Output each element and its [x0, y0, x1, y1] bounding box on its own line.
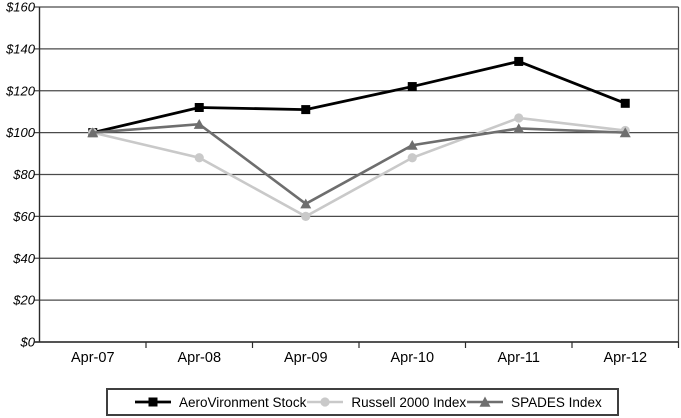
legend-item-aerovironment-stock: AeroVironment Stock [134, 395, 306, 410]
x-tick-label: Apr-11 [498, 350, 540, 366]
marker-triangle [300, 198, 312, 209]
y-tick-label: $160 [5, 0, 36, 15]
series-line-spades-index [92, 122, 626, 206]
y-tick-label: $0 [20, 335, 36, 350]
marker-square [194, 103, 204, 112]
x-tick-label: Apr-12 [603, 350, 647, 366]
marker-triangle [406, 139, 418, 150]
marker-circle [407, 153, 417, 163]
series-aerovironment-stock [88, 56, 630, 138]
chart-legend: AeroVironment Stock Russell 2000 Index S… [106, 388, 619, 416]
x-tick-label: Apr-08 [177, 350, 221, 366]
y-tick-label: $80 [12, 167, 35, 182]
y-tick-label: $140 [5, 41, 36, 56]
marker-triangle [513, 123, 525, 134]
y-tick-label: $100 [5, 125, 36, 140]
y-tick-label: $60 [12, 209, 35, 224]
x-tick-label: Apr-07 [71, 350, 115, 366]
series-line-russell-2000-index [92, 116, 626, 218]
legend-label: AeroVironment Stock [179, 394, 307, 410]
x-tick-label: Apr-09 [284, 350, 328, 366]
series-line-aerovironment-stock [92, 59, 626, 134]
legend-label: SPADES Index [511, 394, 602, 410]
marker-circle [514, 113, 524, 123]
y-tick-label: $20 [12, 293, 35, 308]
legend-triangle-marker-icon [467, 396, 504, 407]
x-axis-labels: Apr-07 Apr-08 Apr-09 Apr-10 Apr-11 Apr-12 [71, 350, 647, 366]
y-tick-label: $120 [5, 83, 36, 98]
x-tick-label: Apr-10 [390, 350, 434, 366]
marker-circle [194, 153, 204, 163]
gridlines [34, 6, 679, 343]
legend-item-russell-2000-index: Russell 2000 Index [306, 395, 466, 410]
marker-square [514, 56, 524, 66]
marker-triangle [87, 127, 99, 138]
marker-square [620, 98, 630, 108]
y-axis-labels: $0 $20 $40 $60 $80 $100 $120 $140 $160 [5, 0, 36, 350]
y-tick-label: $40 [12, 251, 35, 266]
legend-label: Russell 2000 Index [351, 394, 467, 410]
series-spades-index [87, 119, 631, 209]
legend-item-spades-index: SPADES Index [466, 395, 602, 410]
legend-circle-marker-icon [307, 397, 344, 407]
legend-square-marker-icon [135, 397, 171, 407]
x-axis-ticks [145, 342, 680, 348]
marker-triangle [193, 119, 205, 129]
marker-square [301, 105, 311, 115]
marker-circle [301, 211, 311, 221]
marker-square [407, 82, 417, 92]
marker-triangle [619, 127, 631, 138]
